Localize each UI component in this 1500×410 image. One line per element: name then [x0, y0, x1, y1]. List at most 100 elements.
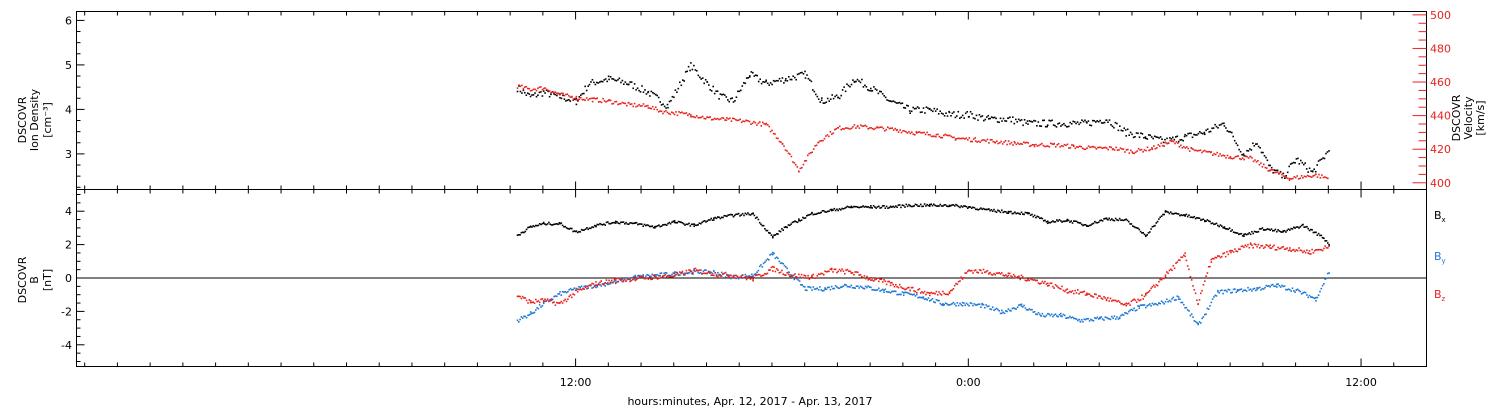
- velocity-point: [1036, 145, 1039, 147]
- bx-point: [872, 205, 875, 207]
- bx-point: [967, 207, 969, 209]
- velocity-point: [989, 139, 992, 141]
- by-point: [724, 276, 727, 278]
- velocity-point: [750, 123, 752, 125]
- velocity-point: [1031, 144, 1034, 146]
- ion-density-point: [1284, 177, 1286, 179]
- bz-point: [1319, 248, 1321, 251]
- bx-point: [713, 219, 715, 221]
- b-y-tick-label: -4: [61, 339, 72, 352]
- bz-point: [1282, 245, 1285, 248]
- bz-point: [1058, 287, 1061, 290]
- velocity-point: [759, 121, 761, 123]
- ion-density-point: [1212, 127, 1215, 129]
- ion-density-point: [1068, 125, 1070, 128]
- velocity-point: [1278, 173, 1280, 175]
- by-point: [1069, 315, 1071, 318]
- ion-density-point: [806, 74, 808, 76]
- ion-density-point: [600, 80, 603, 83]
- by-point: [769, 254, 771, 256]
- bz-point: [538, 301, 541, 304]
- bz-point: [651, 278, 654, 280]
- velocity-point: [955, 138, 957, 140]
- ion-density-point: [971, 113, 973, 115]
- velocity-point: [769, 130, 772, 133]
- by-point: [861, 286, 863, 288]
- bx-point: [799, 220, 801, 222]
- bx-point: [888, 206, 891, 209]
- bz-point: [844, 272, 846, 275]
- bx-point: [787, 224, 790, 226]
- bz-point: [1205, 275, 1207, 277]
- ion-density-point: [1320, 158, 1323, 160]
- bx-point: [811, 212, 813, 214]
- ion-density-point: [880, 90, 882, 93]
- bx-point: [893, 206, 896, 209]
- bz-point: [946, 293, 948, 296]
- bx-point: [1194, 217, 1197, 220]
- by-point: [1032, 311, 1035, 313]
- bz-point: [845, 269, 847, 271]
- bx-point: [976, 208, 978, 211]
- ion-density-point: [591, 79, 594, 81]
- bx-point: [1172, 213, 1175, 215]
- bx-point: [1213, 223, 1215, 226]
- bx-point: [1031, 213, 1033, 216]
- ion-density-point: [978, 114, 981, 116]
- bz-point: [1075, 292, 1078, 294]
- velocity-point: [894, 127, 896, 130]
- bz-point: [645, 277, 647, 280]
- bz-point: [1193, 289, 1196, 291]
- velocity-point: [850, 127, 853, 130]
- ion-density-point: [769, 82, 772, 84]
- by-point: [672, 272, 675, 274]
- bz-point: [1294, 250, 1296, 253]
- bx-point: [641, 223, 643, 225]
- by-point: [693, 270, 695, 272]
- by-point: [561, 290, 564, 293]
- bz-point: [1125, 302, 1127, 305]
- by-point: [1188, 310, 1190, 312]
- velocity-point: [1300, 175, 1303, 177]
- by-point: [1109, 318, 1112, 321]
- bz-point: [970, 269, 973, 272]
- velocity-point: [733, 117, 736, 120]
- by-point: [537, 307, 540, 310]
- by-point: [663, 272, 665, 275]
- bx-point: [875, 207, 877, 209]
- by-point: [1005, 310, 1007, 312]
- velocity-point: [527, 87, 529, 90]
- velocity-point: [1187, 147, 1189, 150]
- bz-point: [1083, 290, 1086, 293]
- by-point: [922, 296, 925, 298]
- bz-point: [1147, 291, 1150, 293]
- bx-point: [535, 224, 537, 227]
- bz-point: [1006, 275, 1008, 278]
- by-point: [912, 294, 914, 296]
- bz-point: [809, 277, 812, 279]
- velocity-point: [1288, 179, 1291, 181]
- bz-point: [842, 270, 845, 272]
- density-y-tick-label: 5: [65, 59, 72, 72]
- velocity-point: [621, 101, 624, 104]
- bx-point: [556, 223, 558, 225]
- bx-point: [1039, 217, 1041, 220]
- velocity-point: [629, 103, 631, 106]
- velocity-point: [1130, 149, 1132, 152]
- bz-point: [1327, 247, 1329, 249]
- ion-density-point: [915, 107, 917, 110]
- velocity-point: [655, 106, 657, 108]
- bx-point: [1163, 213, 1165, 216]
- by-point: [694, 270, 697, 273]
- by-point: [1256, 287, 1258, 289]
- velocity-point: [1071, 144, 1073, 146]
- bx-point: [1215, 222, 1218, 225]
- bz-point: [1005, 274, 1007, 276]
- bz-point: [1321, 249, 1324, 252]
- bx-point: [1168, 212, 1171, 215]
- bx-point: [859, 206, 862, 208]
- by-point: [1101, 318, 1104, 320]
- velocity-point: [1319, 177, 1322, 179]
- bz-point: [1037, 282, 1040, 284]
- by-point: [824, 287, 826, 289]
